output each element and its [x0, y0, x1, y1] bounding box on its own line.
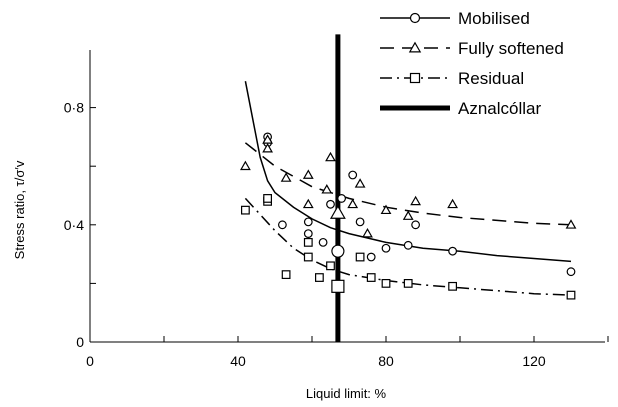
point-square [566, 290, 576, 300]
point-square [448, 281, 457, 291]
point-triangle [262, 143, 274, 153]
point-circle [366, 252, 376, 262]
point-circle [278, 220, 287, 230]
point-square [315, 273, 324, 282]
point-circle [381, 243, 391, 253]
y-axis-title: Stress ratio, τ/σ′v [12, 160, 27, 259]
point-circle [318, 237, 328, 247]
legend-label: Fully softened [458, 39, 564, 58]
point-circle [448, 246, 458, 256]
x-tick-label: 0 [86, 353, 94, 369]
legend-label: Aznalcóllar [458, 99, 541, 118]
point-circle [326, 199, 335, 209]
point-triangle [565, 219, 577, 229]
y-tick-label: 0 [76, 334, 84, 350]
point-square [326, 261, 335, 271]
point-circle [409, 12, 421, 24]
point-triangle [321, 184, 333, 194]
axes [89, 50, 605, 343]
point-circle [403, 240, 413, 250]
point-square [355, 252, 365, 262]
point-square [366, 273, 376, 282]
point-circle [331, 244, 345, 258]
point-circle [303, 229, 313, 238]
point-square [263, 194, 272, 203]
point-circle [337, 194, 347, 203]
point-circle [411, 220, 421, 230]
x-tick-label: 80 [378, 353, 394, 369]
x-tick-label: 120 [522, 353, 546, 369]
point-triangle [354, 178, 366, 188]
point-square [409, 72, 421, 84]
point-square [303, 252, 313, 262]
point-triangle [325, 151, 336, 162]
markers [239, 132, 577, 300]
x-tick-label: 40 [230, 353, 246, 369]
point-triangle [280, 172, 292, 182]
x-axis-title: Liquid limit: % [306, 386, 387, 401]
point-circle [348, 170, 358, 180]
point-triangle [302, 169, 314, 179]
series-line [244, 142, 572, 226]
point-triangle [380, 204, 392, 215]
point-circle [566, 267, 576, 277]
y-tick-label: 0·8 [64, 100, 84, 116]
point-square [403, 279, 413, 288]
point-triangle [362, 228, 373, 238]
point-triangle [347, 198, 359, 209]
y-tick-label: 0·4 [64, 217, 84, 233]
point-square [381, 279, 391, 288]
legend: Mobilised Fully softened Residual Aznalcóll… [380, 9, 564, 118]
point-square [331, 279, 345, 293]
point-triangle [329, 204, 346, 219]
point-triangle [410, 195, 422, 206]
point-square [303, 237, 313, 247]
legend-label: Residual [458, 69, 524, 88]
point-triangle [408, 41, 422, 53]
point-circle [355, 217, 365, 227]
point-triangle [239, 160, 251, 171]
point-triangle [302, 198, 314, 209]
point-triangle [402, 210, 414, 220]
point-triangle [447, 198, 459, 209]
point-square [241, 205, 250, 215]
ticks: 0 40 80 120 0 0·4 0·8 [64, 100, 609, 369]
legend-label: Mobilised [458, 9, 530, 28]
point-circle [303, 217, 313, 227]
point-square [281, 270, 291, 280]
